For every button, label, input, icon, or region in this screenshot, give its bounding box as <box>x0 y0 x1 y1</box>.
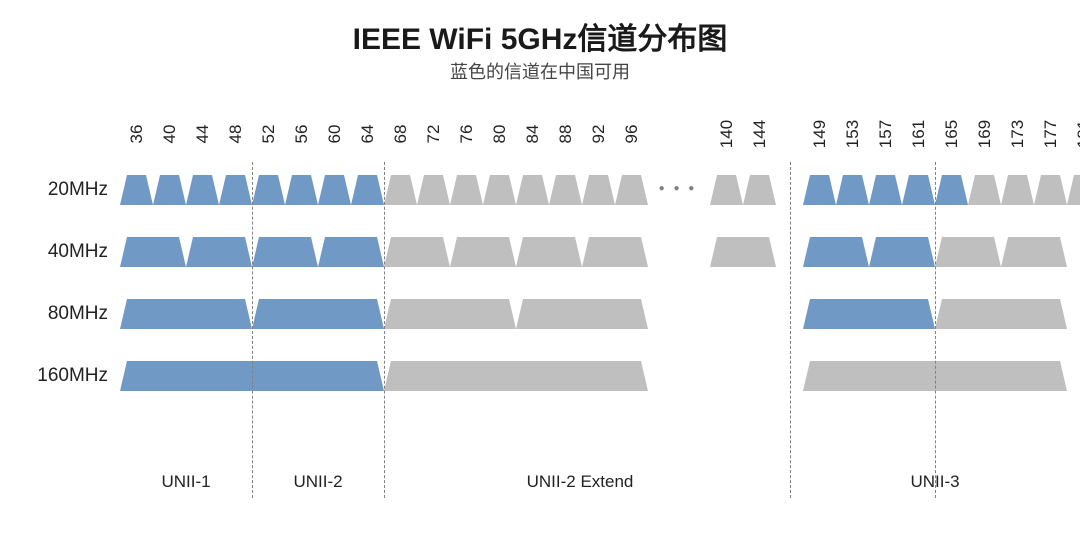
channel-block <box>186 175 219 205</box>
channel-block <box>1001 237 1067 267</box>
channel-block <box>252 237 318 267</box>
subtitle-text: 蓝色的信道在中国可用 <box>450 62 630 82</box>
channel-label-56: 56 <box>292 114 312 154</box>
channel-label-36: 36 <box>127 114 147 154</box>
group-divider <box>252 162 253 498</box>
unii-group-label: UNII-2 Extend <box>480 472 680 492</box>
channel-block <box>384 237 450 267</box>
channel-label-177: 177 <box>1041 114 1061 154</box>
unii-group-label: UNII-3 <box>835 472 1035 492</box>
channel-block <box>516 175 549 205</box>
channel-label-72: 72 <box>424 114 444 154</box>
channel-block <box>120 237 186 267</box>
channel-label-88: 88 <box>556 114 576 154</box>
row-label-40mhz: 40MHz <box>48 241 108 263</box>
channel-block <box>743 175 776 205</box>
channel-block <box>1067 175 1080 205</box>
channel-label-161: 161 <box>909 114 929 154</box>
channel-label-80: 80 <box>490 114 510 154</box>
channel-block <box>285 175 318 205</box>
channel-label-68: 68 <box>391 114 411 154</box>
unii-group-label: UNII-2 <box>218 472 418 492</box>
channel-block <box>252 299 384 329</box>
channel-label-173: 173 <box>1008 114 1028 154</box>
channel-label-169: 169 <box>975 114 995 154</box>
channel-label-92: 92 <box>589 114 609 154</box>
channel-block <box>219 175 252 205</box>
channel-label-96: 96 <box>622 114 642 154</box>
page-title: IEEE WiFi 5GHz信道分布图 <box>0 14 1080 58</box>
channel-label-84: 84 <box>523 114 543 154</box>
row-label-160mhz: 160MHz <box>37 365 108 387</box>
channel-label-140: 140 <box>717 114 737 154</box>
channel-label-149: 149 <box>810 114 830 154</box>
group-divider <box>790 162 791 498</box>
channel-label-60: 60 <box>325 114 345 154</box>
channel-label-52: 52 <box>259 114 279 154</box>
channel-block <box>186 237 252 267</box>
channel-block <box>803 299 935 329</box>
channel-block <box>450 175 483 205</box>
channel-block <box>803 237 869 267</box>
channel-block <box>384 299 516 329</box>
channel-block <box>384 361 648 391</box>
channel-label-76: 76 <box>457 114 477 154</box>
channel-block <box>935 237 1001 267</box>
channel-block <box>935 175 968 205</box>
channel-block <box>836 175 869 205</box>
channel-block <box>869 237 935 267</box>
channel-label-48: 48 <box>226 114 246 154</box>
channel-block <box>318 237 384 267</box>
channel-label-64: 64 <box>358 114 378 154</box>
channel-label-157: 157 <box>876 114 896 154</box>
channel-block <box>516 299 648 329</box>
group-divider <box>384 162 385 498</box>
channel-block <box>120 299 252 329</box>
channel-block <box>417 175 450 205</box>
ellipsis-icon: ● ● ● <box>650 183 706 194</box>
channel-block <box>252 175 285 205</box>
channel-block <box>549 175 582 205</box>
channel-block <box>710 237 776 267</box>
wifi-5ghz-channel-diagram: { "title": { "text": "IEEE WiFi 5GHz信道分布… <box>0 0 1080 541</box>
channel-label-165: 165 <box>942 114 962 154</box>
channel-block <box>869 175 902 205</box>
channel-label-153: 153 <box>843 114 863 154</box>
row-label-20mhz: 20MHz <box>48 179 108 201</box>
channel-label-181: 181 <box>1074 114 1080 154</box>
channel-label-40: 40 <box>160 114 180 154</box>
channel-block <box>582 175 615 205</box>
channel-block <box>318 175 351 205</box>
channel-block <box>1001 175 1034 205</box>
page-subtitle: 蓝色的信道在中国可用 <box>0 58 1080 84</box>
channel-block <box>351 175 384 205</box>
channel-label-144: 144 <box>750 114 770 154</box>
channel-block <box>384 175 417 205</box>
channel-block <box>902 175 935 205</box>
channel-block <box>516 237 582 267</box>
channel-block <box>153 175 186 205</box>
channel-block <box>1034 175 1067 205</box>
channel-block <box>935 299 1067 329</box>
channel-block <box>615 175 648 205</box>
channel-block <box>582 237 648 267</box>
group-divider <box>935 162 936 498</box>
channel-block <box>483 175 516 205</box>
row-label-80mhz: 80MHz <box>48 303 108 325</box>
channel-label-44: 44 <box>193 114 213 154</box>
channel-block <box>803 175 836 205</box>
channel-block <box>450 237 516 267</box>
title-text: IEEE WiFi 5GHz信道分布图 <box>353 23 728 56</box>
channel-block <box>968 175 1001 205</box>
channel-block <box>120 175 153 205</box>
channel-block <box>710 175 743 205</box>
